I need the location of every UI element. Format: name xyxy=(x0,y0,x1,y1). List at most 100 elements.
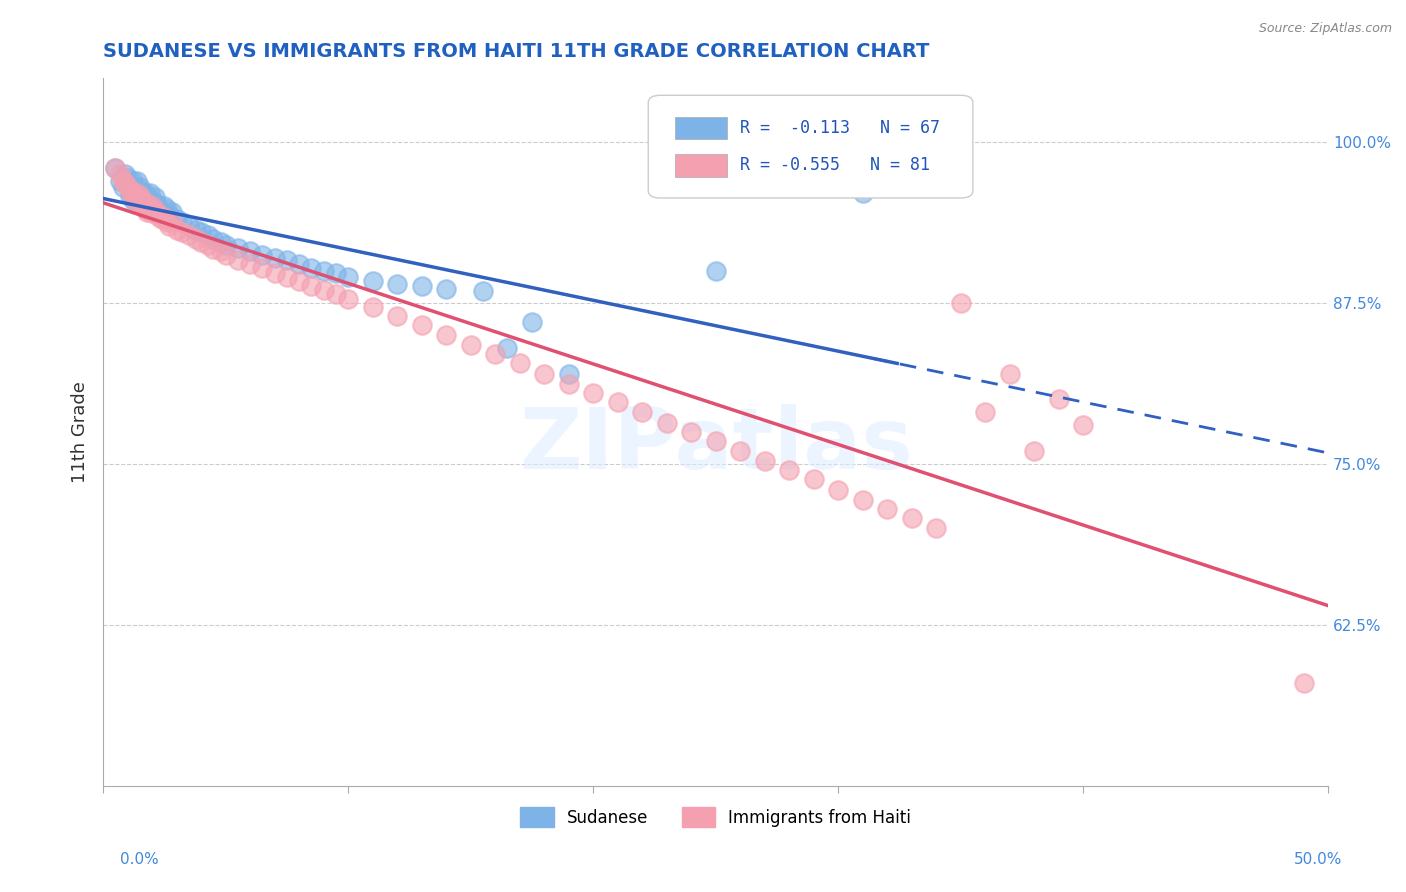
Point xyxy=(852,492,875,507)
Point xyxy=(900,511,922,525)
Point xyxy=(131,189,153,203)
Point xyxy=(276,253,298,268)
Point xyxy=(337,270,360,285)
Point xyxy=(146,196,169,211)
Point xyxy=(136,189,159,203)
Point xyxy=(127,186,149,201)
Point xyxy=(852,186,875,201)
Point xyxy=(1071,418,1094,433)
Point xyxy=(138,186,160,201)
Point xyxy=(150,212,173,227)
Point xyxy=(121,173,143,187)
Point xyxy=(127,184,149,198)
Point xyxy=(124,193,146,207)
Point xyxy=(131,193,153,207)
Point xyxy=(128,186,150,201)
Point xyxy=(141,193,163,207)
Point xyxy=(121,186,143,201)
Point xyxy=(263,251,285,265)
Point xyxy=(128,194,150,209)
Point xyxy=(209,235,232,250)
Bar xyxy=(675,117,727,139)
Point xyxy=(166,222,188,236)
Point xyxy=(239,257,262,271)
Point xyxy=(202,231,225,245)
Point xyxy=(299,261,322,276)
Point xyxy=(288,257,311,271)
Point xyxy=(134,195,156,210)
Point xyxy=(974,405,997,419)
Point xyxy=(128,189,150,203)
Point xyxy=(124,189,146,203)
Point xyxy=(134,186,156,201)
Point xyxy=(214,238,236,252)
Point xyxy=(127,192,149,206)
Point xyxy=(186,231,208,245)
Point xyxy=(160,215,183,229)
Point xyxy=(460,338,482,352)
Point xyxy=(434,282,457,296)
Point xyxy=(110,173,132,187)
Point xyxy=(136,195,159,210)
Point xyxy=(606,395,628,409)
Point xyxy=(153,199,176,213)
Point xyxy=(803,472,825,486)
Point xyxy=(153,210,176,224)
Point xyxy=(121,193,143,207)
Point xyxy=(509,356,531,370)
Point xyxy=(239,244,262,259)
Point xyxy=(143,203,166,218)
Point xyxy=(998,367,1021,381)
Point xyxy=(114,176,136,190)
Point xyxy=(177,219,200,233)
Point xyxy=(533,367,555,381)
Point xyxy=(827,483,849,497)
Point xyxy=(385,309,408,323)
Point xyxy=(170,225,193,239)
Point xyxy=(484,347,506,361)
Point xyxy=(704,434,727,448)
Point xyxy=(655,416,678,430)
Point xyxy=(111,173,134,187)
Point xyxy=(728,444,751,458)
Point xyxy=(127,173,149,187)
Point xyxy=(557,367,579,381)
Point xyxy=(1047,392,1070,407)
Point xyxy=(114,167,136,181)
Point xyxy=(131,184,153,198)
Point xyxy=(325,287,347,301)
Point xyxy=(136,198,159,212)
Point xyxy=(141,199,163,213)
Point xyxy=(148,202,170,216)
Point xyxy=(631,405,654,419)
Point xyxy=(263,266,285,280)
Text: ZIPatlas: ZIPatlas xyxy=(519,404,912,487)
Point xyxy=(197,238,219,252)
Point xyxy=(411,279,433,293)
Point xyxy=(117,180,139,194)
Point xyxy=(111,180,134,194)
Point xyxy=(520,315,543,329)
Point xyxy=(385,277,408,291)
Point xyxy=(157,219,180,233)
Point xyxy=(153,207,176,221)
Point xyxy=(276,270,298,285)
Point xyxy=(170,215,193,229)
Point xyxy=(202,242,225,256)
Point xyxy=(157,208,180,222)
Point xyxy=(197,227,219,242)
Text: Source: ZipAtlas.com: Source: ZipAtlas.com xyxy=(1258,22,1392,36)
Point xyxy=(120,189,142,203)
Point xyxy=(110,167,132,181)
Point xyxy=(131,195,153,210)
Point xyxy=(120,183,142,197)
Point xyxy=(337,292,360,306)
Point xyxy=(160,204,183,219)
Legend: Sudanese, Immigrants from Haiti: Sudanese, Immigrants from Haiti xyxy=(513,800,918,834)
Text: 50.0%: 50.0% xyxy=(1295,852,1343,867)
Y-axis label: 11th Grade: 11th Grade xyxy=(72,381,89,483)
Point xyxy=(299,279,322,293)
Point xyxy=(136,204,159,219)
Point xyxy=(496,341,519,355)
Point xyxy=(124,193,146,207)
